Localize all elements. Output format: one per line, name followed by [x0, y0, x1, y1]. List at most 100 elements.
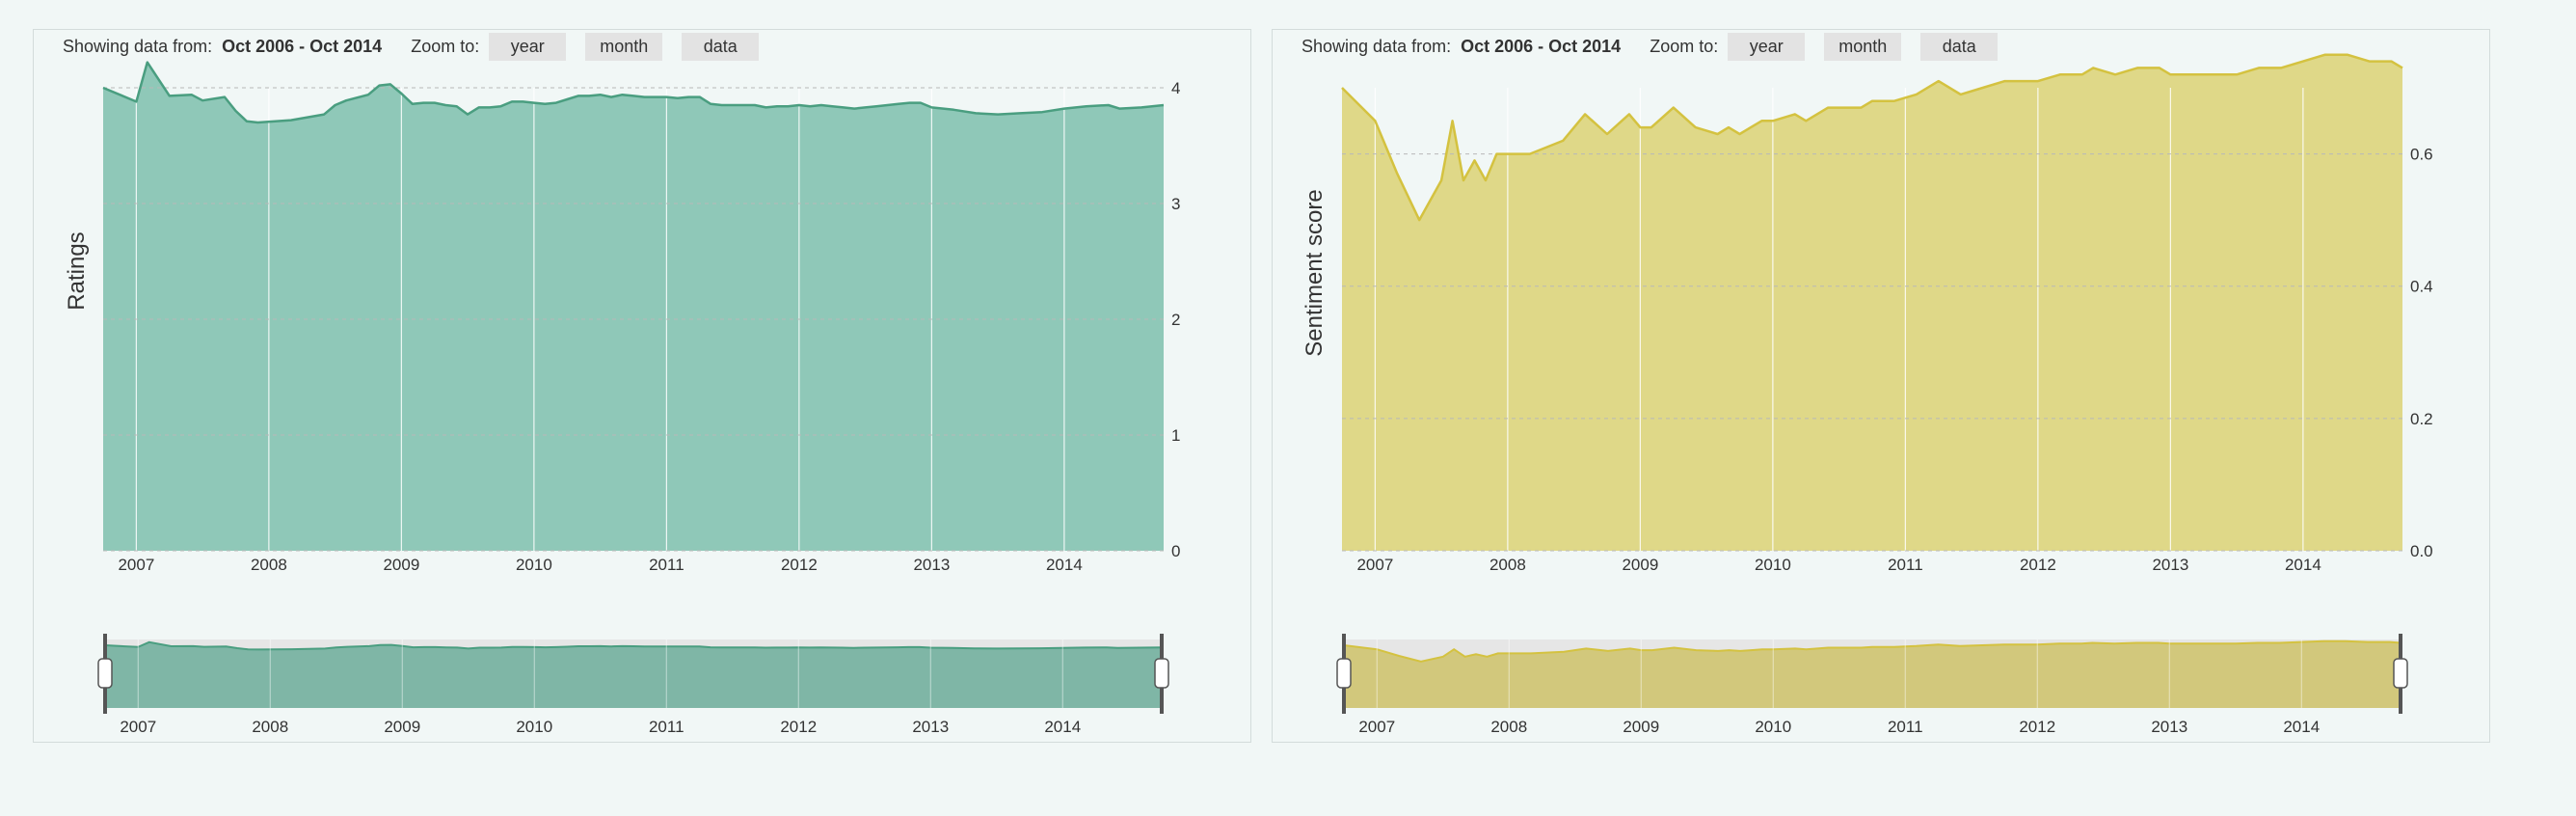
- data-point: [2080, 72, 2084, 76]
- data-point: [1870, 99, 1874, 103]
- data-point: [929, 105, 933, 109]
- data-point: [433, 101, 437, 105]
- data-point: [234, 109, 238, 113]
- data-point: [2135, 66, 2139, 69]
- data-point: [1140, 105, 1143, 109]
- zoom-data-button[interactable]: data: [682, 32, 760, 61]
- chart-toolbar: Showing data from: Oct 2006 - Oct 2014 Z…: [1301, 32, 2017, 61]
- data-point: [753, 103, 757, 107]
- data-point: [819, 103, 823, 107]
- data-point: [2257, 66, 2261, 69]
- data-point: [786, 104, 790, 108]
- x-tick-label: 2008: [251, 556, 287, 574]
- data-point: [742, 103, 746, 107]
- navigator-right-handle[interactable]: [2393, 658, 2408, 689]
- y-tick-label: 0.2: [2410, 410, 2433, 428]
- navigator-tick-label: 2014: [1044, 718, 1081, 736]
- zoom-data-button[interactable]: data: [1920, 32, 1999, 61]
- x-tick-label: 2011: [649, 556, 684, 574]
- y-tick-label: 1: [1171, 426, 1180, 445]
- data-point: [643, 95, 647, 99]
- data-point: [1085, 104, 1088, 108]
- y-tick-label: 2: [1171, 311, 1180, 329]
- data-point: [609, 95, 613, 99]
- navigator-tick-label: 2008: [252, 718, 288, 736]
- data-point: [411, 102, 415, 106]
- navigator-tick-label: 2008: [1490, 718, 1527, 736]
- data-point: [842, 105, 845, 109]
- data-point: [676, 96, 680, 100]
- data-point: [2036, 79, 2040, 83]
- data-point: [852, 107, 856, 111]
- x-tick-label: 2007: [1356, 556, 1393, 574]
- data-point: [664, 95, 668, 99]
- data-point: [1107, 103, 1111, 107]
- data-point: [201, 98, 204, 102]
- navigator-left-handle[interactable]: [97, 658, 113, 689]
- data-point: [808, 104, 812, 108]
- y-tick-label: 0: [1171, 542, 1180, 560]
- data-point: [2003, 79, 2007, 83]
- data-point: [1395, 172, 1399, 176]
- data-point: [499, 104, 503, 108]
- data-point: [389, 82, 392, 86]
- x-tick-label: 2007: [118, 556, 154, 574]
- navigator-tick-label: 2007: [120, 718, 156, 736]
- x-tick-label: 2014: [2285, 556, 2321, 574]
- data-point: [621, 93, 625, 96]
- data-point: [1162, 103, 1166, 107]
- data-point: [2323, 53, 2327, 57]
- data-point: [1759, 119, 1763, 122]
- data-point: [245, 120, 249, 123]
- series-area: [103, 62, 1164, 551]
- data-point: [709, 102, 712, 106]
- y-axis-label: Ratings: [64, 231, 90, 310]
- data-point: [1494, 152, 1498, 156]
- data-point: [255, 121, 259, 124]
- data-point: [1473, 158, 1477, 162]
- series-area: [1342, 54, 2402, 551]
- navigator-tick-label: 2014: [2283, 718, 2320, 736]
- data-point: [101, 86, 105, 90]
- data-point: [168, 94, 172, 97]
- zoom-month-button[interactable]: month: [585, 32, 663, 61]
- data-point: [1892, 99, 1896, 103]
- x-tick-label: 2013: [2152, 556, 2188, 574]
- data-point: [587, 94, 591, 97]
- data-point: [1340, 86, 1344, 90]
- navigator-left-handle[interactable]: [1336, 658, 1352, 689]
- data-point: [1627, 112, 1631, 116]
- navigator-tick-label: 2010: [1755, 718, 1791, 736]
- navigator-area: [105, 641, 1162, 708]
- data-point: [797, 103, 801, 107]
- zoom-year-button[interactable]: year: [1728, 32, 1806, 61]
- zoom-month-button[interactable]: month: [1824, 32, 1902, 61]
- data-point: [1672, 106, 1676, 110]
- navigator-tick-label: 2012: [780, 718, 817, 736]
- series-line: [1341, 53, 2403, 222]
- navigator-tick-label: 2011: [1888, 718, 1923, 736]
- x-tick-label: 2011: [1888, 556, 1923, 574]
- y-tick-label: 0.6: [2410, 146, 2433, 164]
- navigator-tick-label: 2007: [1358, 718, 1395, 736]
- x-tick-label: 2010: [1755, 556, 1791, 574]
- data-point: [2390, 60, 2394, 64]
- zoom-year-button[interactable]: year: [489, 32, 567, 61]
- series-line: [102, 61, 1165, 124]
- navigator-line: [1343, 639, 2402, 663]
- data-point: [1439, 178, 1443, 182]
- x-tick-label: 2010: [516, 556, 552, 574]
- data-point: [974, 111, 978, 115]
- data-point: [1981, 86, 1985, 90]
- navigator-right-handle[interactable]: [1154, 658, 1169, 689]
- data-point: [289, 119, 293, 122]
- data-point: [654, 95, 657, 99]
- navigator-tick-label: 2012: [2019, 718, 2055, 736]
- chart-toolbar: Showing data from: Oct 2006 - Oct 2014 Z…: [63, 32, 778, 61]
- data-point: [2401, 66, 2404, 69]
- data-point: [223, 95, 227, 99]
- data-point: [686, 95, 690, 99]
- data-point: [886, 103, 890, 107]
- zoom-label: Zoom to:: [1650, 36, 1719, 56]
- data-point: [190, 93, 194, 96]
